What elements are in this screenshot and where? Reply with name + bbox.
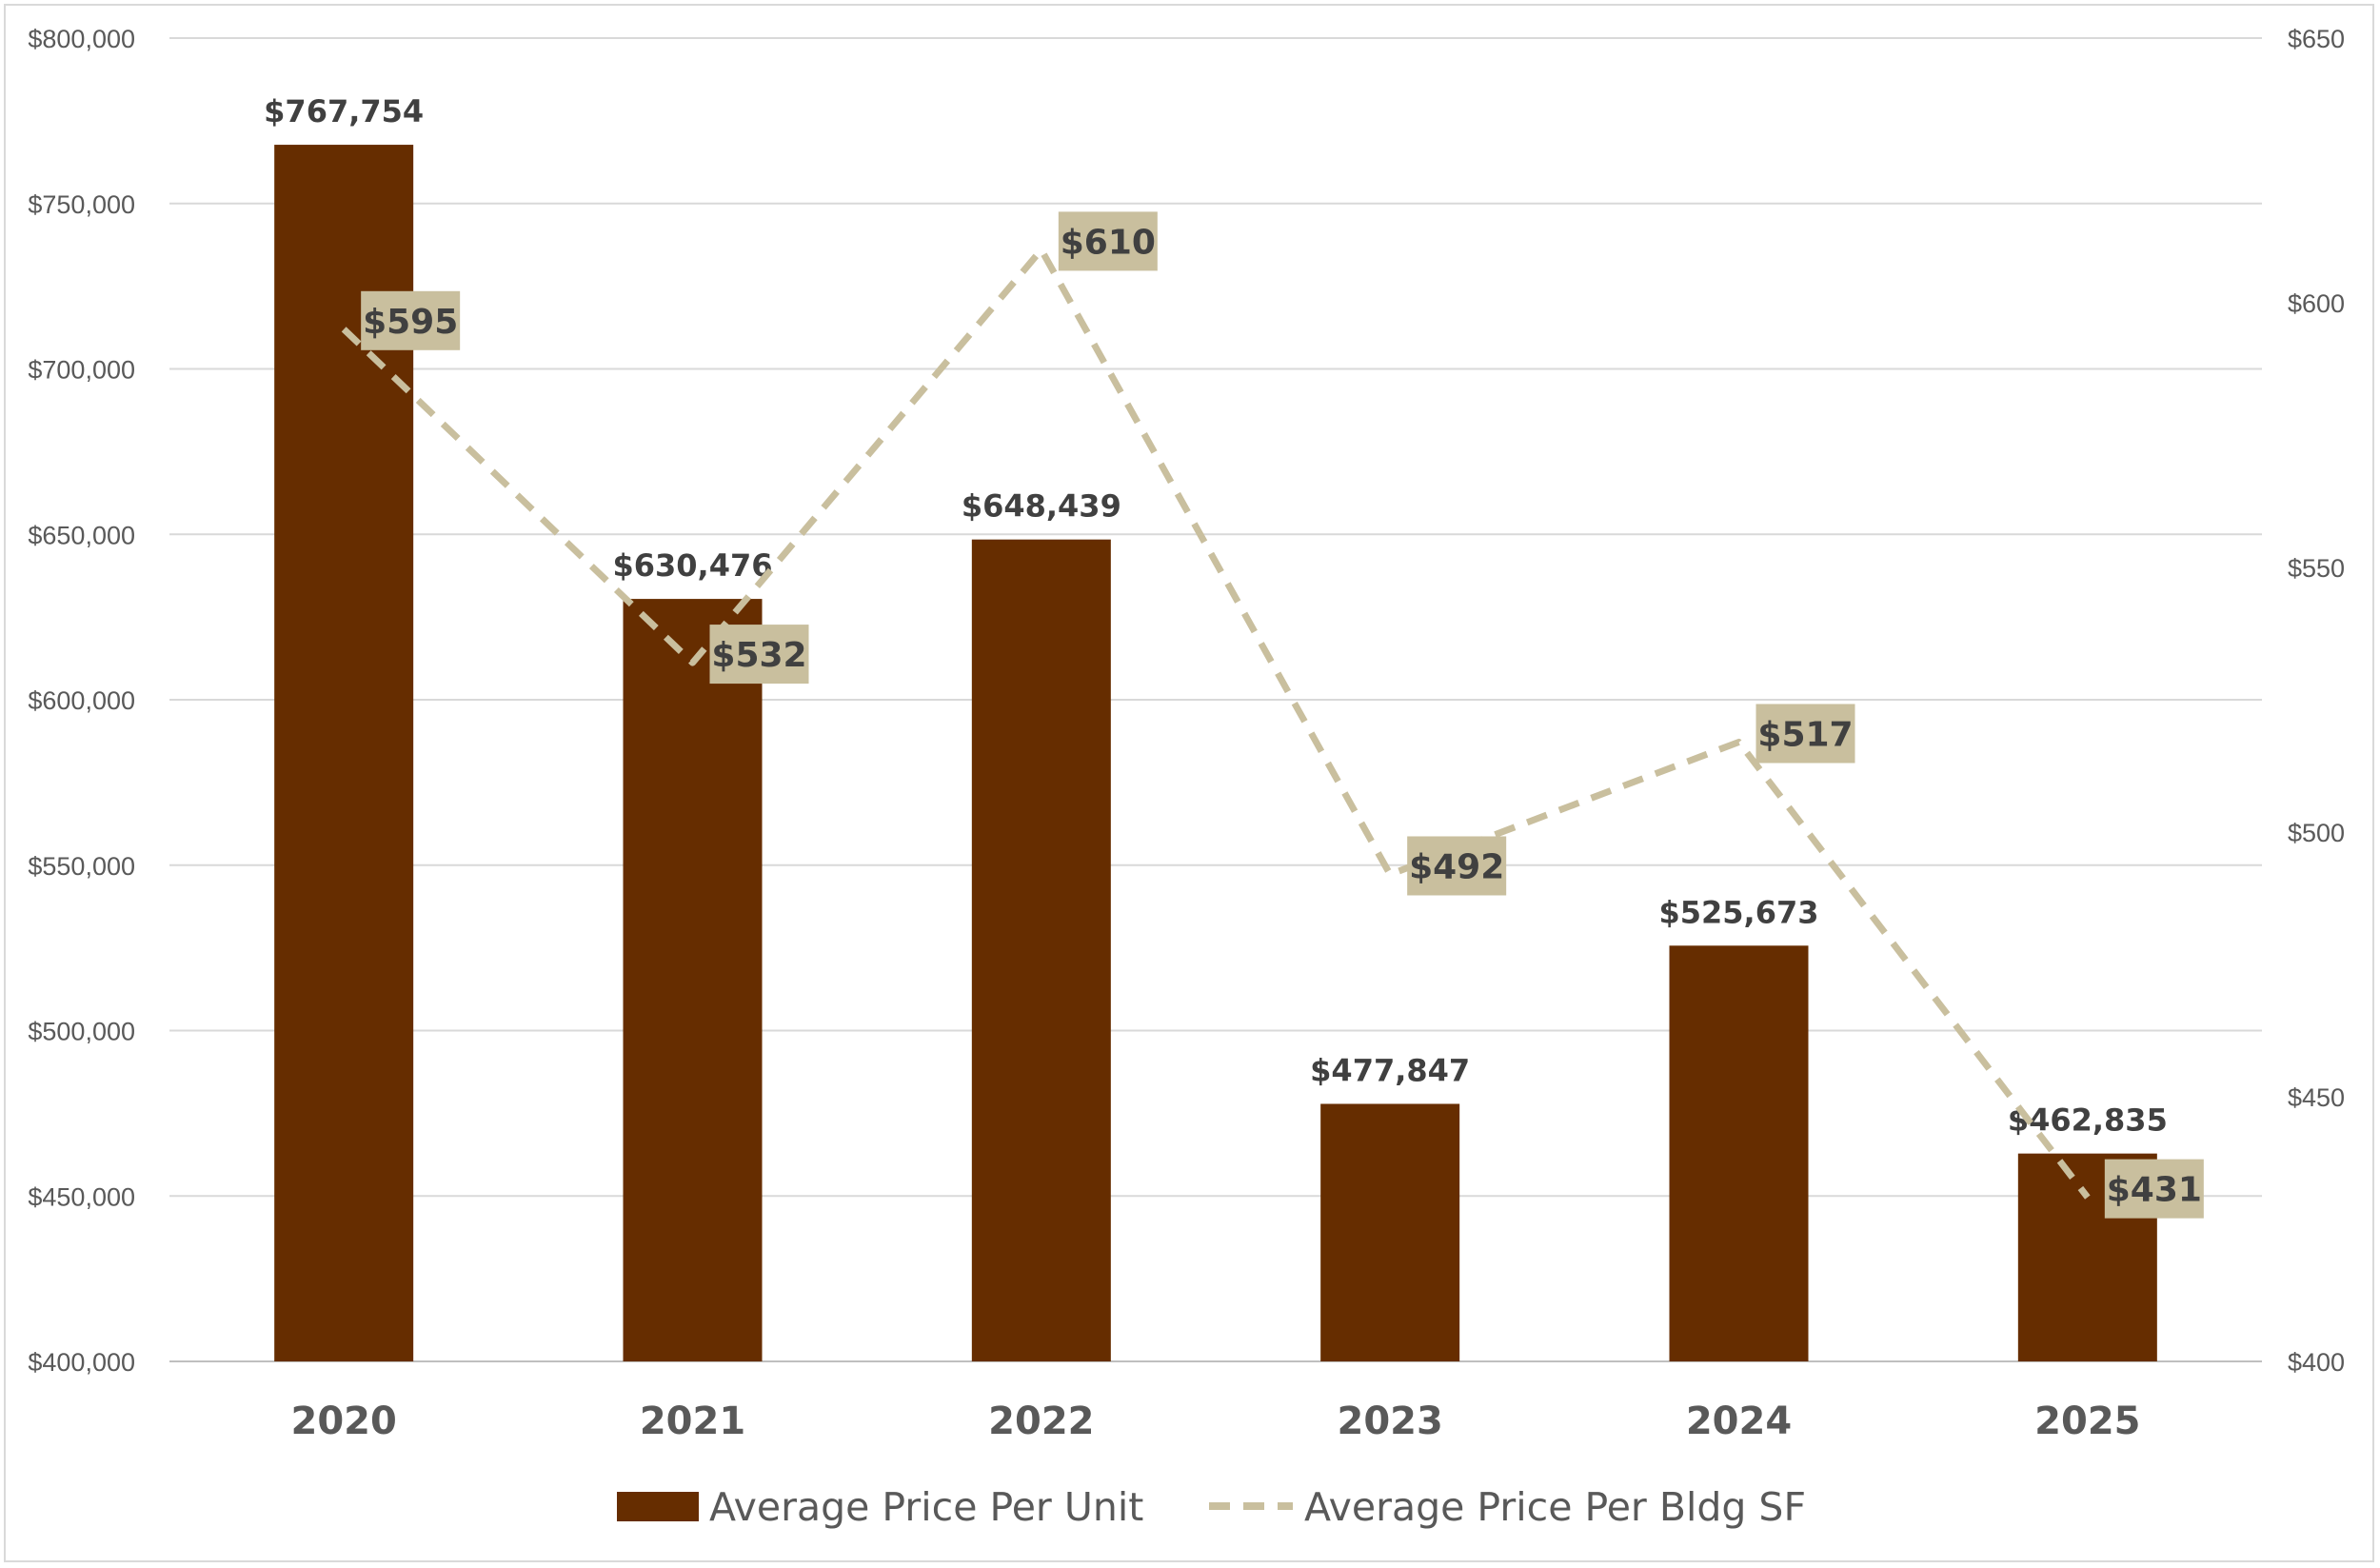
legend-label-bar: Average Price Per Unit [709,1484,1143,1530]
bar-data-label: $767,754 [264,93,424,129]
line-data-label-box [1407,836,1507,896]
bar-2021 [623,599,763,1361]
bar-data-label: $477,847 [1310,1052,1470,1088]
y-right-tick-label: $600 [2288,289,2345,318]
x-tick-label: 2024 [1686,1399,1792,1443]
line-data-label-text: $595 [363,303,458,342]
y-left-tick-label: $550,000 [28,852,135,881]
line-data-label-text: $517 [1757,715,1853,754]
x-tick-label: 2021 [640,1399,745,1443]
right-axis: $400 $450 $500 $550 $600 $650 [2288,25,2345,1377]
x-tick-label: 2025 [2034,1399,2140,1443]
bar-series [274,145,2157,1362]
line-data-label-box [361,290,461,350]
line-data-label-box [709,625,809,685]
legend-swatch-bar [617,1492,699,1521]
y-left-tick-label: $750,000 [28,190,135,219]
y-left-tick-label: $500,000 [28,1018,135,1046]
x-tick-label: 2022 [988,1399,1094,1443]
line-data-label: $610 [1058,211,1158,271]
y-left-tick-label: $800,000 [28,25,135,53]
legend: Average Price Per Unit Average Price Per… [617,1484,1806,1530]
y-left-tick-label: $700,000 [28,356,135,385]
x-tick-label: 2020 [291,1399,397,1443]
y-right-tick-label: $650 [2288,25,2345,53]
line-data-label-box [1058,211,1158,271]
line-data-labels: $595 $532 $610 $492 $517 $431 [361,211,2204,1219]
left-axis: $400,000 $450,000 $500,000 $550,000 $600,000… [28,25,135,1377]
line-data-label: $492 [1407,836,1507,896]
y-right-tick-label: $450 [2288,1083,2345,1112]
y-right-tick-label: $400 [2288,1348,2345,1377]
bar-data-label: $525,673 [1658,894,1818,930]
y-left-tick-label: $450,000 [28,1182,135,1211]
legend-label-line: Average Price Per Bldg SF [1304,1484,1806,1530]
line-series [341,246,2091,1200]
gridlines [169,37,2262,1362]
line-data-label-box [1755,704,1855,764]
line-data-label-text: $610 [1061,223,1156,262]
bar-data-label: $462,835 [2008,1102,2168,1139]
line-path [341,246,2091,1200]
y-left-tick-label: $600,000 [28,686,135,715]
x-tick-label: 2023 [1338,1399,1443,1443]
line-data-label-text: $431 [2107,1171,2202,1210]
y-right-tick-label: $500 [2288,819,2345,847]
bar-data-label: $648,439 [962,488,1121,525]
bar-data-label: $630,476 [612,547,772,584]
line-data-label-text: $532 [711,636,806,675]
y-left-tick-label: $650,000 [28,521,135,549]
y-right-tick-label: $550 [2288,554,2345,583]
line-data-label: $595 [361,290,461,350]
line-data-label: $431 [2104,1159,2204,1219]
line-data-label: $517 [1755,704,1855,764]
y-left-tick-label: $400,000 [28,1348,135,1377]
line-data-label: $532 [709,625,809,685]
bar-data-labels: $767,754 $630,476 $648,439 $477,847 $525,673… [264,93,2168,1139]
bar-2022 [971,539,1111,1361]
bar-2023 [1320,1103,1460,1361]
line-data-label-text: $492 [1409,847,1504,886]
line-data-label-box [2104,1159,2204,1219]
x-axis: 2020 2021 2022 2023 2024 2025 [291,1399,2141,1443]
bar-2024 [1669,945,1809,1361]
